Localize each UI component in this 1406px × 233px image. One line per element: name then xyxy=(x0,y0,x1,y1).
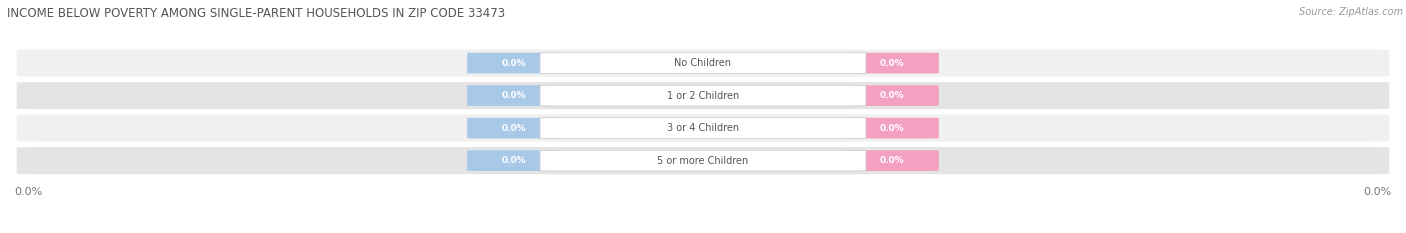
Text: INCOME BELOW POVERTY AMONG SINGLE-PARENT HOUSEHOLDS IN ZIP CODE 33473: INCOME BELOW POVERTY AMONG SINGLE-PARENT… xyxy=(7,7,505,20)
Text: 0.0%: 0.0% xyxy=(502,156,526,165)
FancyBboxPatch shape xyxy=(17,147,1389,174)
FancyBboxPatch shape xyxy=(467,85,561,106)
Text: 0.0%: 0.0% xyxy=(1364,187,1392,197)
FancyBboxPatch shape xyxy=(17,114,1389,142)
Text: 0.0%: 0.0% xyxy=(880,58,904,68)
FancyBboxPatch shape xyxy=(845,150,939,171)
FancyBboxPatch shape xyxy=(17,49,1389,77)
FancyBboxPatch shape xyxy=(467,150,561,171)
Text: 0.0%: 0.0% xyxy=(502,123,526,133)
Text: 0.0%: 0.0% xyxy=(502,91,526,100)
FancyBboxPatch shape xyxy=(845,118,939,138)
Text: 5 or more Children: 5 or more Children xyxy=(658,156,748,166)
Text: 0.0%: 0.0% xyxy=(502,58,526,68)
FancyBboxPatch shape xyxy=(467,53,561,73)
FancyBboxPatch shape xyxy=(540,150,866,171)
Text: 0.0%: 0.0% xyxy=(880,91,904,100)
FancyBboxPatch shape xyxy=(845,53,939,73)
Text: 1 or 2 Children: 1 or 2 Children xyxy=(666,91,740,101)
Text: 0.0%: 0.0% xyxy=(14,187,42,197)
FancyBboxPatch shape xyxy=(845,85,939,106)
FancyBboxPatch shape xyxy=(540,85,866,106)
Text: Source: ZipAtlas.com: Source: ZipAtlas.com xyxy=(1299,7,1403,17)
FancyBboxPatch shape xyxy=(540,118,866,138)
Text: 0.0%: 0.0% xyxy=(880,123,904,133)
FancyBboxPatch shape xyxy=(17,82,1389,109)
Text: 3 or 4 Children: 3 or 4 Children xyxy=(666,123,740,133)
Text: 0.0%: 0.0% xyxy=(880,156,904,165)
Text: No Children: No Children xyxy=(675,58,731,68)
FancyBboxPatch shape xyxy=(540,53,866,73)
FancyBboxPatch shape xyxy=(467,118,561,138)
